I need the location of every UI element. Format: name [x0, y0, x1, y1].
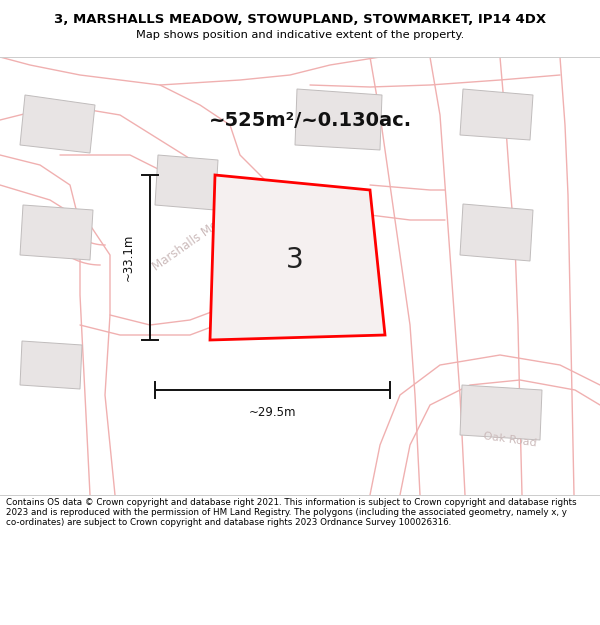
Text: Marshalls Meado: Marshalls Meado — [151, 206, 239, 274]
Text: Map shows position and indicative extent of the property.: Map shows position and indicative extent… — [136, 30, 464, 40]
Text: Oak Road: Oak Road — [483, 431, 537, 449]
Text: ~525m²/~0.130ac.: ~525m²/~0.130ac. — [208, 111, 412, 129]
Polygon shape — [295, 89, 382, 150]
Polygon shape — [20, 341, 82, 389]
Text: 3, MARSHALLS MEADOW, STOWUPLAND, STOWMARKET, IP14 4DX: 3, MARSHALLS MEADOW, STOWUPLAND, STOWMAR… — [54, 12, 546, 26]
Polygon shape — [20, 95, 95, 153]
Polygon shape — [210, 175, 385, 340]
Text: ~29.5m: ~29.5m — [249, 406, 296, 419]
Polygon shape — [460, 89, 533, 140]
Polygon shape — [225, 233, 325, 327]
Polygon shape — [155, 155, 218, 210]
Polygon shape — [460, 204, 533, 261]
Text: ~33.1m: ~33.1m — [121, 234, 134, 281]
Polygon shape — [20, 205, 93, 260]
Text: Contains OS data © Crown copyright and database right 2021. This information is : Contains OS data © Crown copyright and d… — [6, 498, 577, 528]
Text: 3: 3 — [286, 246, 304, 274]
Polygon shape — [460, 385, 542, 440]
